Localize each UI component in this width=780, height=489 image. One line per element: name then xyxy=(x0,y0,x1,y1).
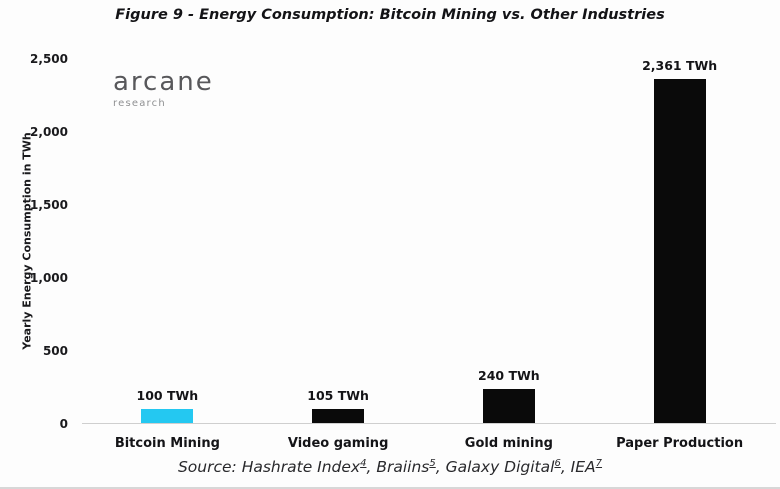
arcane-research-logo: arcane research xyxy=(113,69,214,109)
x-axis-line xyxy=(82,423,776,424)
source-text-segment: Source: Hashrate Index xyxy=(177,458,361,476)
source-caption: Source: Hashrate Index4, Braiins5, Galax… xyxy=(0,458,780,476)
source-text-segment: , Galaxy Digital xyxy=(435,458,555,476)
y-axis-tick-labels: 2,500 2,000 1,500 1,000 500 0 xyxy=(0,52,68,431)
source-text-segment: , Braiins xyxy=(366,458,430,476)
footnote-ref-4[interactable]: 4 xyxy=(360,457,367,469)
arcane-logo-wordmark: arcane xyxy=(113,67,214,97)
value-label-gold-mining: 240 TWh xyxy=(478,368,540,383)
y-tick-2000: 2,000 xyxy=(30,125,68,139)
x-axis-label-video-gaming: Video gaming xyxy=(287,436,389,451)
value-label-bitcoin-mining: 100 TWh xyxy=(136,388,199,403)
x-axis-label-bitcoin-mining: Bitcoin Mining xyxy=(114,436,220,451)
y-tick-2500: 2,500 xyxy=(30,52,68,66)
x-axis-label-paper-production: Paper Production xyxy=(616,436,744,451)
bar-paper-production xyxy=(653,79,706,424)
y-tick-1000: 1,000 xyxy=(30,271,68,285)
value-label-video-gaming: 105 TWh xyxy=(307,388,369,403)
arcane-logo-subtitle: research xyxy=(113,98,166,109)
y-tick-1500: 1,500 xyxy=(30,198,68,212)
y-tick-0: 0 xyxy=(59,417,68,431)
footnote-ref-7[interactable]: 7 xyxy=(595,457,603,469)
value-label-paper-production: 2,361 TWh xyxy=(642,58,718,73)
y-tick-500: 500 xyxy=(42,344,68,358)
figure-title: Figure 9 - Energy Consumption: Bitcoin M… xyxy=(115,7,665,23)
footnote-ref-6[interactable]: 6 xyxy=(554,457,561,469)
x-axis-label-gold-mining: Gold mining xyxy=(464,436,553,451)
bar-video-gaming xyxy=(312,409,365,424)
bar-gold-mining xyxy=(482,389,535,424)
bottom-divider xyxy=(0,487,780,489)
plot-area: 100 TWh Bitcoin Mining 105 TWh Video gaming… xyxy=(82,58,765,451)
footnote-ref-5[interactable]: 5 xyxy=(429,457,436,469)
bar-bitcoin-mining xyxy=(141,409,194,424)
source-text-segment: , IEA xyxy=(560,458,596,476)
